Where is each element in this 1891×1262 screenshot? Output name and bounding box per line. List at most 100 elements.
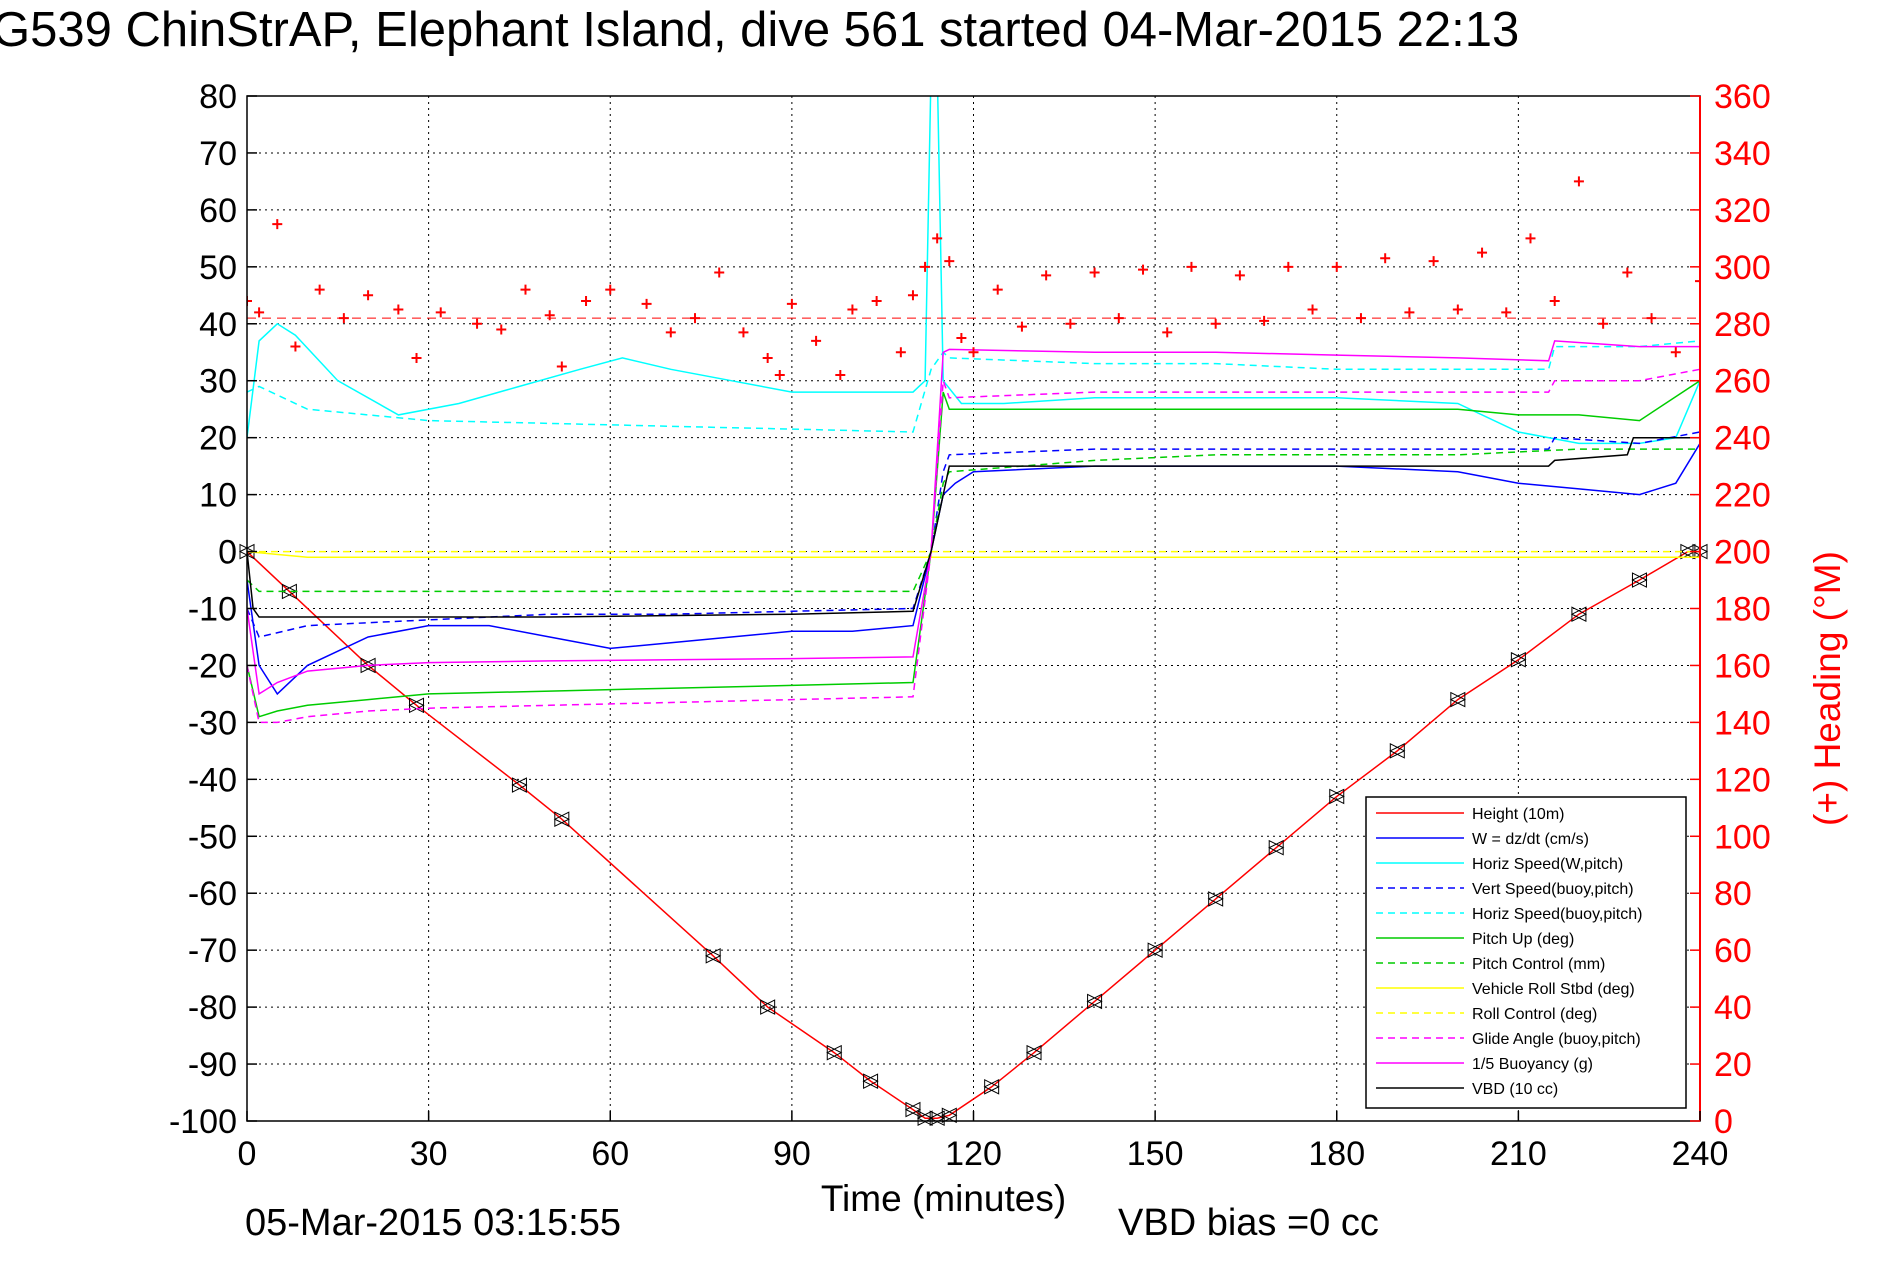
heading-marker	[665, 327, 676, 338]
height-marker	[1570, 606, 1588, 623]
legend-label-buoy: 1/5 Buoyancy (g)	[1472, 1056, 1593, 1073]
heading-marker	[1089, 267, 1100, 278]
heading-marker	[811, 335, 822, 346]
y2-tick-label: 0	[1714, 1103, 1733, 1141]
y-tick-label: 10	[199, 477, 237, 515]
y2-tick-label: 280	[1714, 306, 1771, 344]
x-tick-label: 30	[410, 1135, 448, 1173]
y-tick-label: -60	[188, 875, 237, 913]
heading-marker	[1452, 304, 1463, 315]
heading-marker	[774, 370, 785, 381]
heading-marker	[1501, 307, 1512, 318]
legend-label-roll_ctrl: Roll Control (deg)	[1472, 1006, 1597, 1023]
heading-marker	[968, 347, 979, 358]
heading-marker	[1259, 315, 1270, 326]
height-marker	[1086, 993, 1103, 1010]
heading-marker	[895, 347, 906, 358]
y-tick-label: -20	[188, 647, 237, 685]
y2-tick-label: 120	[1714, 761, 1771, 799]
heading-marker	[1573, 176, 1584, 187]
series-line-vert_buoy	[247, 431, 1700, 638]
y2-tick-label: 60	[1714, 932, 1752, 970]
heading-marker	[641, 298, 652, 309]
footer-vbd-bias: VBD bias =0 cc	[1118, 1202, 1379, 1244]
height-marker	[1389, 743, 1406, 759]
series-line-roll	[247, 550, 1700, 559]
heading-marker	[496, 324, 507, 335]
height-marker	[759, 999, 776, 1015]
heading-marker	[1428, 256, 1439, 267]
y2-tick-label: 100	[1714, 818, 1771, 856]
heading-marker	[247, 296, 252, 306]
chart-title: G539 ChinStrAP, Elephant Island, dive 56…	[0, 3, 1520, 57]
heading-marker	[314, 284, 325, 295]
heading-marker	[290, 341, 301, 352]
x-tick-label: 150	[1127, 1135, 1184, 1173]
y2-tick-label: 80	[1714, 875, 1752, 913]
heading-marker	[1065, 318, 1076, 329]
heading-marker	[786, 298, 797, 309]
heading-marker	[605, 284, 616, 295]
legend-label-vbd: VBD (10 cc)	[1472, 1081, 1558, 1098]
legend-label-roll: Vehicle Roll Stbd (deg)	[1472, 981, 1635, 998]
x-tick-label: 90	[773, 1135, 811, 1173]
y2-tick-label: 240	[1714, 420, 1771, 458]
y2-tick-label: 140	[1714, 704, 1771, 742]
y-tick-label: 80	[199, 78, 237, 116]
height-marker	[1268, 839, 1285, 856]
heading-marker	[581, 296, 592, 306]
heading-marker	[1549, 296, 1560, 306]
heading-marker	[907, 290, 918, 301]
legend-label-w: W = dz/dt (cm/s)	[1472, 831, 1589, 848]
heading-marker	[1598, 318, 1609, 329]
legend-label-pitch_ctrl: Pitch Control (mm)	[1472, 956, 1605, 973]
heading-marker	[871, 296, 882, 306]
x-tick-label: 210	[1490, 1135, 1547, 1173]
height-marker	[1328, 788, 1345, 805]
series-line-glide	[247, 368, 1700, 724]
series-line-vbd	[247, 436, 1700, 618]
heading-marker	[847, 304, 858, 315]
y2-tick-label: 360	[1714, 78, 1771, 116]
heading-marker	[1525, 233, 1536, 244]
heading-marker	[272, 219, 283, 230]
heading-marker	[762, 352, 773, 363]
y-tick-label: -10	[188, 591, 237, 629]
y2-tick-label: 180	[1714, 591, 1771, 629]
heading-marker	[944, 256, 955, 267]
heading-marker	[1477, 247, 1488, 258]
height-marker	[553, 811, 570, 828]
y-tick-label: -40	[188, 761, 237, 799]
x-tick-label: 240	[1672, 1135, 1729, 1173]
series-line-height	[247, 550, 1700, 1119]
height-marker	[826, 1044, 843, 1061]
heading-marker	[1404, 307, 1415, 318]
y-tick-label: 70	[199, 135, 237, 173]
height-marker	[941, 1107, 958, 1124]
heading-marker	[920, 261, 931, 272]
height-marker	[1510, 651, 1527, 668]
x-tick-label: 60	[591, 1135, 629, 1173]
heading-marker	[1138, 264, 1149, 275]
y-tick-label: -90	[188, 1046, 237, 1084]
y2-tick-label: 260	[1714, 363, 1771, 401]
legend-label-pitch: Pitch Up (deg)	[1472, 931, 1574, 948]
heading-marker	[1307, 304, 1318, 315]
heading-marker	[1283, 261, 1294, 272]
footer-timestamp: 05-Mar-2015 03:15:55	[245, 1202, 622, 1244]
heading-marker	[1622, 267, 1633, 278]
heading-marker	[1016, 321, 1027, 332]
y2-axis-label: (+) Heading (°M)	[1807, 551, 1848, 826]
heading-marker	[1331, 261, 1342, 272]
legend-box	[1365, 796, 1687, 1109]
height-marker	[1147, 942, 1164, 958]
heading-marker	[435, 307, 446, 318]
legend-label-horiz_w: Horiz Speed(W,pitch)	[1472, 856, 1623, 873]
y-tick-label: 20	[199, 420, 237, 458]
heading-marker	[992, 284, 1003, 295]
heading-marker	[1210, 318, 1221, 329]
height-marker	[1631, 572, 1648, 588]
heading-marker	[738, 327, 749, 338]
y2-tick-label: 20	[1714, 1046, 1752, 1084]
y-tick-label: 0	[218, 534, 237, 572]
